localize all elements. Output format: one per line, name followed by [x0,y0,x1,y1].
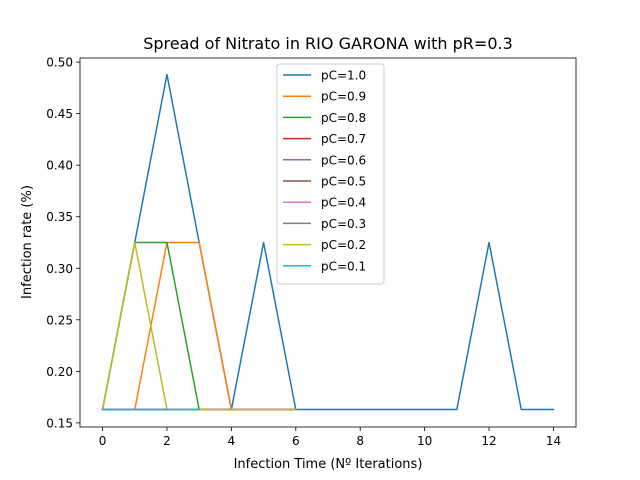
y-tick-label-0: 0.15 [46,416,73,430]
legend-label-4: pC=0.6 [321,153,366,167]
x-tick-label-0: 0 [99,434,107,448]
legend-label-8: pC=0.2 [321,238,366,252]
legend-label-7: pC=0.3 [321,217,366,231]
axes-frame [79,57,577,428]
legend-label-5: pC=0.5 [321,175,366,189]
x-tick-label-3: 6 [292,434,300,448]
y-axis-label: Infection rate (%) [20,185,35,299]
x-tick-label-1: 2 [163,434,171,448]
y-tick-label-2: 0.25 [46,313,73,327]
y-tick-label-1: 0.20 [46,365,73,379]
y-tick-label-5: 0.40 [46,159,73,173]
legend-label-9: pC=0.1 [321,259,366,273]
x-tick-label-6: 12 [481,434,496,448]
x-tick-label-2: 4 [228,434,236,448]
plot-area: 0 2 4 6 8 10 12 14 0.15 0.20 0.25 0.30 0.35 0.40 0.45 0… [46,56,577,448]
y-tick-label-6: 0.45 [46,107,73,121]
legend: pC=1.0 pC=0.9 pC=0.8 pC=0.7 pC=0.6 pC=0.5 pC=0… [276,63,385,285]
x-axis-label: Infection Time (Nº Iterations) [234,457,423,472]
x-tick-label-4: 8 [356,434,364,448]
series-line-0 [101,73,555,411]
x-tick-label-5: 10 [417,434,432,448]
legend-label-2: pC=0.8 [321,111,366,125]
legend-label-3: pC=0.7 [321,132,366,146]
legend-box [276,63,385,285]
x-tick-label-7: 14 [546,434,561,448]
y-tick-label-3: 0.30 [46,262,73,276]
legend-label-1: pC=0.9 [321,90,366,104]
y-tick-label-4: 0.35 [46,210,73,224]
chart-title: Spread of Nitrato in RIO GARONA with pR=… [143,34,513,53]
legend-label-6: pC=0.4 [321,196,366,210]
y-tick-label-7: 0.50 [46,56,73,70]
legend-label-0: pC=1.0 [321,69,366,83]
